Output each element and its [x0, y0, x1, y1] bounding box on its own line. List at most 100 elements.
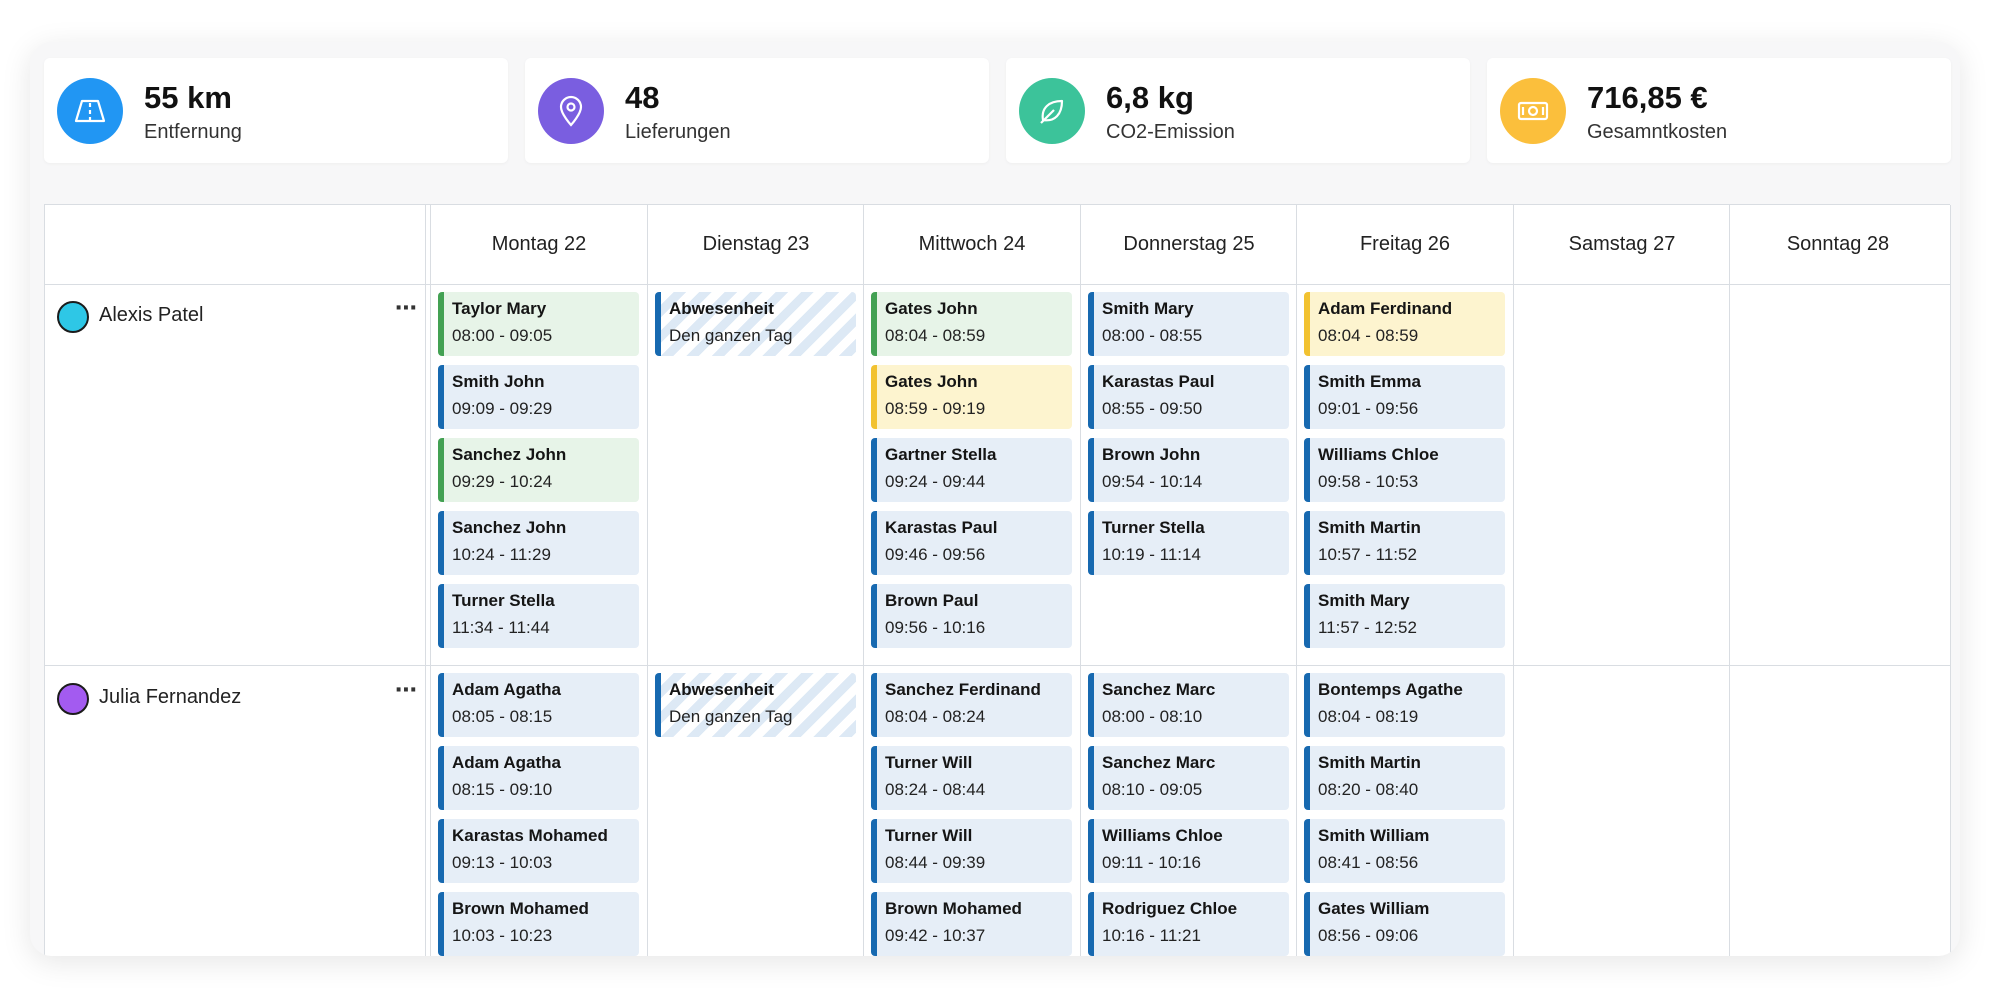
more-options-button[interactable]: ⋯: [395, 677, 418, 702]
delivery-time: 08:00 - 08:55: [1102, 326, 1203, 345]
delivery-card[interactable]: Karastas Paul 08:55 - 09:50: [1088, 365, 1289, 429]
avatar: [57, 301, 89, 333]
kpi-card-distance: 55 km Entfernung: [44, 58, 508, 163]
delivery-time: 09:24 - 09:44: [885, 472, 986, 491]
delivery-card[interactable]: Turner Will 08:44 - 09:39: [871, 819, 1072, 883]
delivery-card[interactable]: Turner Will 08:24 - 08:44: [871, 746, 1072, 810]
delivery-time: 11:34 - 11:44: [452, 618, 550, 637]
delivery-card[interactable]: Brown John 09:54 - 10:14: [1088, 438, 1289, 502]
delivery-card[interactable]: Smith Emma 09:01 - 09:56: [1304, 365, 1505, 429]
delivery-customer-name: Gates William: [1318, 899, 1430, 918]
delivery-card[interactable]: Smith Martin 08:20 - 08:40: [1304, 746, 1505, 810]
delivery-time: 09:46 - 09:56: [885, 545, 986, 564]
map-pin-icon: [538, 78, 604, 144]
delivery-customer-name: Gates John: [885, 372, 978, 391]
delivery-card[interactable]: Brown Mohamed 09:42 - 10:37: [871, 892, 1072, 956]
delivery-card[interactable]: Bontemps Agathe 08:04 - 08:19: [1304, 673, 1505, 737]
delivery-customer-name: Turner Will: [885, 826, 973, 845]
delivery-card[interactable]: Smith William 08:41 - 08:56: [1304, 819, 1505, 883]
kpi-co2-label: CO2-Emission: [1106, 121, 1235, 143]
delivery-card[interactable]: Williams Chloe 09:58 - 10:53: [1304, 438, 1505, 502]
delivery-customer-name: Gartner Stella: [885, 445, 997, 464]
delivery-card[interactable]: Smith John 09:09 - 09:29: [438, 365, 639, 429]
delivery-card[interactable]: Karastas Mohamed 09:13 - 10:03: [438, 819, 639, 883]
delivery-time: 08:04 - 08:59: [1318, 326, 1419, 345]
delivery-time: 09:13 - 10:03: [452, 853, 553, 872]
delivery-card[interactable]: Brown Paul 09:56 - 10:16: [871, 584, 1072, 648]
delivery-time: 08:41 - 08:56: [1318, 853, 1419, 872]
delivery-customer-name: Sanchez Ferdinand: [885, 680, 1041, 699]
delivery-customer-name: Sanchez John: [452, 518, 567, 537]
delivery-card[interactable]: Sanchez Marc 08:00 - 08:10: [1088, 673, 1289, 737]
delivery-time: 09:58 - 10:53: [1318, 472, 1419, 491]
delivery-card[interactable]: Taylor Mary 08:00 - 09:05: [438, 292, 639, 356]
driver-name: Alexis Patel: [99, 304, 204, 326]
delivery-card[interactable]: Gartner Stella 09:24 - 09:44: [871, 438, 1072, 502]
delivery-card[interactable]: Williams Chloe 09:11 - 10:16: [1088, 819, 1289, 883]
kpi-deliveries-value: 48: [625, 80, 660, 115]
delivery-time: Den ganzen Tag: [669, 326, 793, 345]
day-header-monday: Montag 22: [491, 233, 587, 255]
delivery-customer-name: Karastas Mohamed: [452, 826, 608, 845]
delivery-customer-name: Sanchez Marc: [1102, 680, 1216, 699]
delivery-customer-name: Smith Mary: [1318, 591, 1410, 610]
delivery-time: 08:44 - 09:39: [885, 853, 986, 872]
planner-panel: 55 km Entfernung 48 Lieferungen 6,8 kg C…: [30, 42, 1960, 956]
delivery-customer-name: Brown Mohamed: [885, 899, 1022, 918]
kpi-co2-value: 6,8 kg: [1106, 80, 1194, 115]
delivery-time: 11:57 - 12:52: [1318, 618, 1417, 637]
delivery-customer-name: Williams Chloe: [1102, 826, 1223, 845]
driver-row-1: Julia Fernandez ⋯: [57, 677, 427, 717]
delivery-customer-name: Smith Martin: [1318, 518, 1421, 537]
driver-row-0: Alexis Patel ⋯: [57, 295, 427, 335]
delivery-card[interactable]: Sanchez John 10:24 - 11:29: [438, 511, 639, 575]
delivery-card[interactable]: Sanchez Ferdinand 08:04 - 08:24: [871, 673, 1072, 737]
delivery-card[interactable]: Adam Agatha 08:05 - 08:15: [438, 673, 639, 737]
delivery-time: 08:59 - 09:19: [885, 399, 986, 418]
delivery-time: 08:05 - 08:15: [452, 707, 553, 726]
kpi-card-co2: 6,8 kg CO2-Emission: [1006, 58, 1470, 163]
delivery-card[interactable]: Gates John 08:04 - 08:59: [871, 292, 1072, 356]
absence-block[interactable]: Abwesenheit Den ganzen Tag: [655, 673, 856, 737]
delivery-customer-name: Taylor Mary: [452, 299, 547, 318]
delivery-card[interactable]: Smith Mary 11:57 - 12:52: [1304, 584, 1505, 648]
delivery-card[interactable]: Sanchez John 09:29 - 10:24: [438, 438, 639, 502]
kpi-distance-label: Entfernung: [144, 121, 242, 143]
delivery-customer-name: Smith Martin: [1318, 753, 1421, 772]
delivery-time: 09:09 - 09:29: [452, 399, 553, 418]
delivery-customer-name: Brown John: [1102, 445, 1201, 464]
delivery-card[interactable]: Adam Agatha 08:15 - 09:10: [438, 746, 639, 810]
delivery-card[interactable]: Smith Mary 08:00 - 08:55: [1088, 292, 1289, 356]
delivery-card[interactable]: Adam Ferdinand 08:04 - 08:59: [1304, 292, 1505, 356]
delivery-card[interactable]: Gates John 08:59 - 09:19: [871, 365, 1072, 429]
kpi-deliveries-label: Lieferungen: [625, 121, 731, 143]
delivery-time: 09:29 - 10:24: [452, 472, 553, 491]
delivery-customer-name: Abwesenheit: [669, 680, 774, 699]
more-options-button[interactable]: ⋯: [395, 295, 418, 320]
delivery-card[interactable]: Karastas Paul 09:46 - 09:56: [871, 511, 1072, 575]
delivery-card[interactable]: Turner Stella 10:19 - 11:14: [1088, 511, 1289, 575]
delivery-time: 10:19 - 11:14: [1102, 545, 1201, 564]
delivery-card[interactable]: Sanchez Marc 08:10 - 09:05: [1088, 746, 1289, 810]
delivery-customer-name: Smith William: [1318, 826, 1430, 845]
delivery-card[interactable]: Smith Martin 10:57 - 11:52: [1304, 511, 1505, 575]
avatar: [57, 683, 89, 715]
day-header-wednesday: Mittwoch 24: [918, 233, 1026, 255]
delivery-customer-name: Smith Mary: [1102, 299, 1194, 318]
absence-block[interactable]: Abwesenheit Den ganzen Tag: [655, 292, 856, 356]
day-header-sunday: Sonntag 28: [1786, 233, 1890, 255]
delivery-customer-name: Adam Agatha: [452, 753, 561, 772]
delivery-customer-name: Gates John: [885, 299, 978, 318]
kpi-cost-value: 716,85 €: [1587, 80, 1708, 115]
delivery-card[interactable]: Turner Stella 11:34 - 11:44: [438, 584, 639, 648]
delivery-card[interactable]: Rodriguez Chloe 10:16 - 11:21: [1088, 892, 1289, 956]
schedule-grid: Montag 22 Dienstag 23 Mittwoch 24 Donner…: [44, 204, 1951, 956]
delivery-card[interactable]: Gates William 08:56 - 09:06: [1304, 892, 1505, 956]
delivery-card[interactable]: Brown Mohamed 10:03 - 10:23: [438, 892, 639, 956]
delivery-time: 08:04 - 08:59: [885, 326, 986, 345]
delivery-customer-name: Turner Stella: [452, 591, 555, 610]
delivery-customer-name: Karastas Paul: [1102, 372, 1215, 391]
delivery-customer-name: Williams Chloe: [1318, 445, 1439, 464]
kpi-card-deliveries: 48 Lieferungen: [525, 58, 989, 163]
delivery-time: 08:24 - 08:44: [885, 780, 986, 799]
